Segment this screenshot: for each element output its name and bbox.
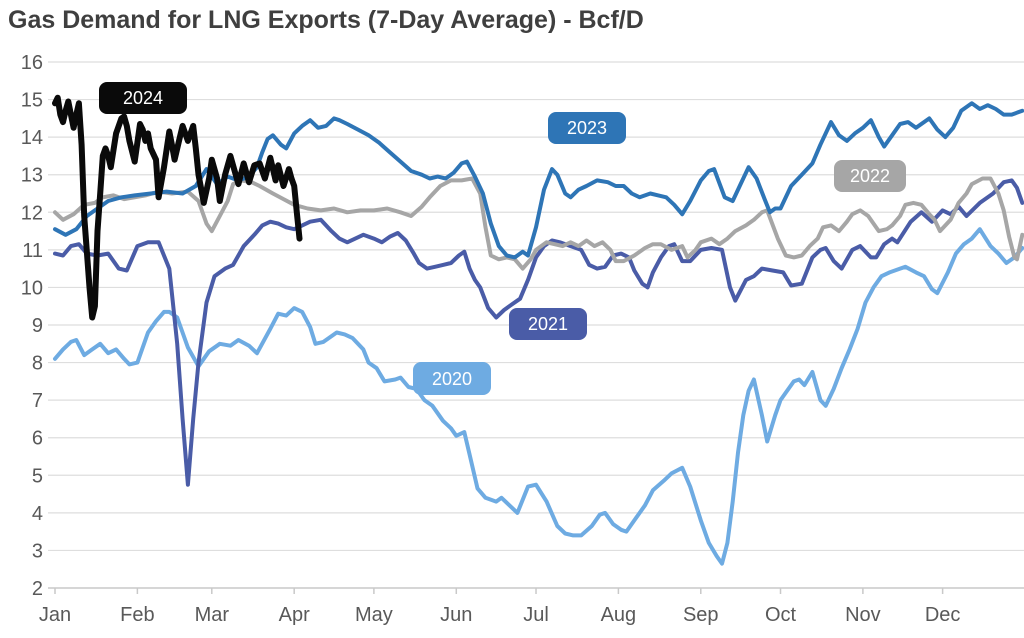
y-tick-label: 2	[32, 578, 43, 600]
x-tick-label: Aug	[601, 604, 637, 626]
x-tick-label: Sep	[683, 604, 719, 626]
y-tick-label: 15	[21, 90, 43, 112]
x-tick-label: Mar	[195, 604, 230, 626]
chart-title: Gas Demand for LNG Exports (7-Day Averag…	[8, 6, 644, 34]
y-tick-label: 10	[21, 277, 43, 299]
x-tick-label: Jan	[39, 604, 71, 626]
y-tick-label: 4	[32, 503, 43, 525]
x-tick-label: Nov	[845, 604, 881, 626]
y-tick-label: 7	[32, 390, 43, 412]
x-tick-label: May	[355, 604, 393, 626]
x-tick-label: Oct	[765, 604, 797, 626]
y-tick-label: 6	[32, 428, 43, 450]
legend-chip-2024: 2024	[99, 82, 187, 114]
y-tick-label: 11	[22, 240, 43, 262]
series-line-2023	[53, 101, 1024, 260]
y-tick-label: 12	[21, 202, 43, 224]
y-tick-label: 3	[32, 540, 43, 562]
y-tick-label: 8	[32, 353, 43, 375]
x-tick-label: Dec	[925, 604, 961, 626]
legend-chip-2021: 2021	[509, 308, 587, 340]
y-tick-label: 14	[21, 127, 43, 149]
legend-chip-2020: 2020	[413, 362, 491, 395]
y-tick-label: 13	[21, 165, 43, 187]
series-line-2024	[52, 94, 303, 321]
series-line-2021	[53, 178, 1024, 487]
legend-chip-2022: 2022	[834, 160, 906, 192]
x-tick-label: Feb	[120, 604, 154, 626]
x-tick-label: Apr	[279, 604, 310, 626]
y-tick-label: 9	[32, 315, 43, 337]
series-line-2020	[53, 227, 1024, 566]
legend-chip-2023: 2023	[548, 112, 626, 144]
x-tick-label: Jun	[440, 604, 472, 626]
y-tick-label: 5	[32, 465, 43, 487]
y-tick-label: 16	[21, 52, 43, 74]
x-tick-label: Jul	[523, 604, 549, 626]
